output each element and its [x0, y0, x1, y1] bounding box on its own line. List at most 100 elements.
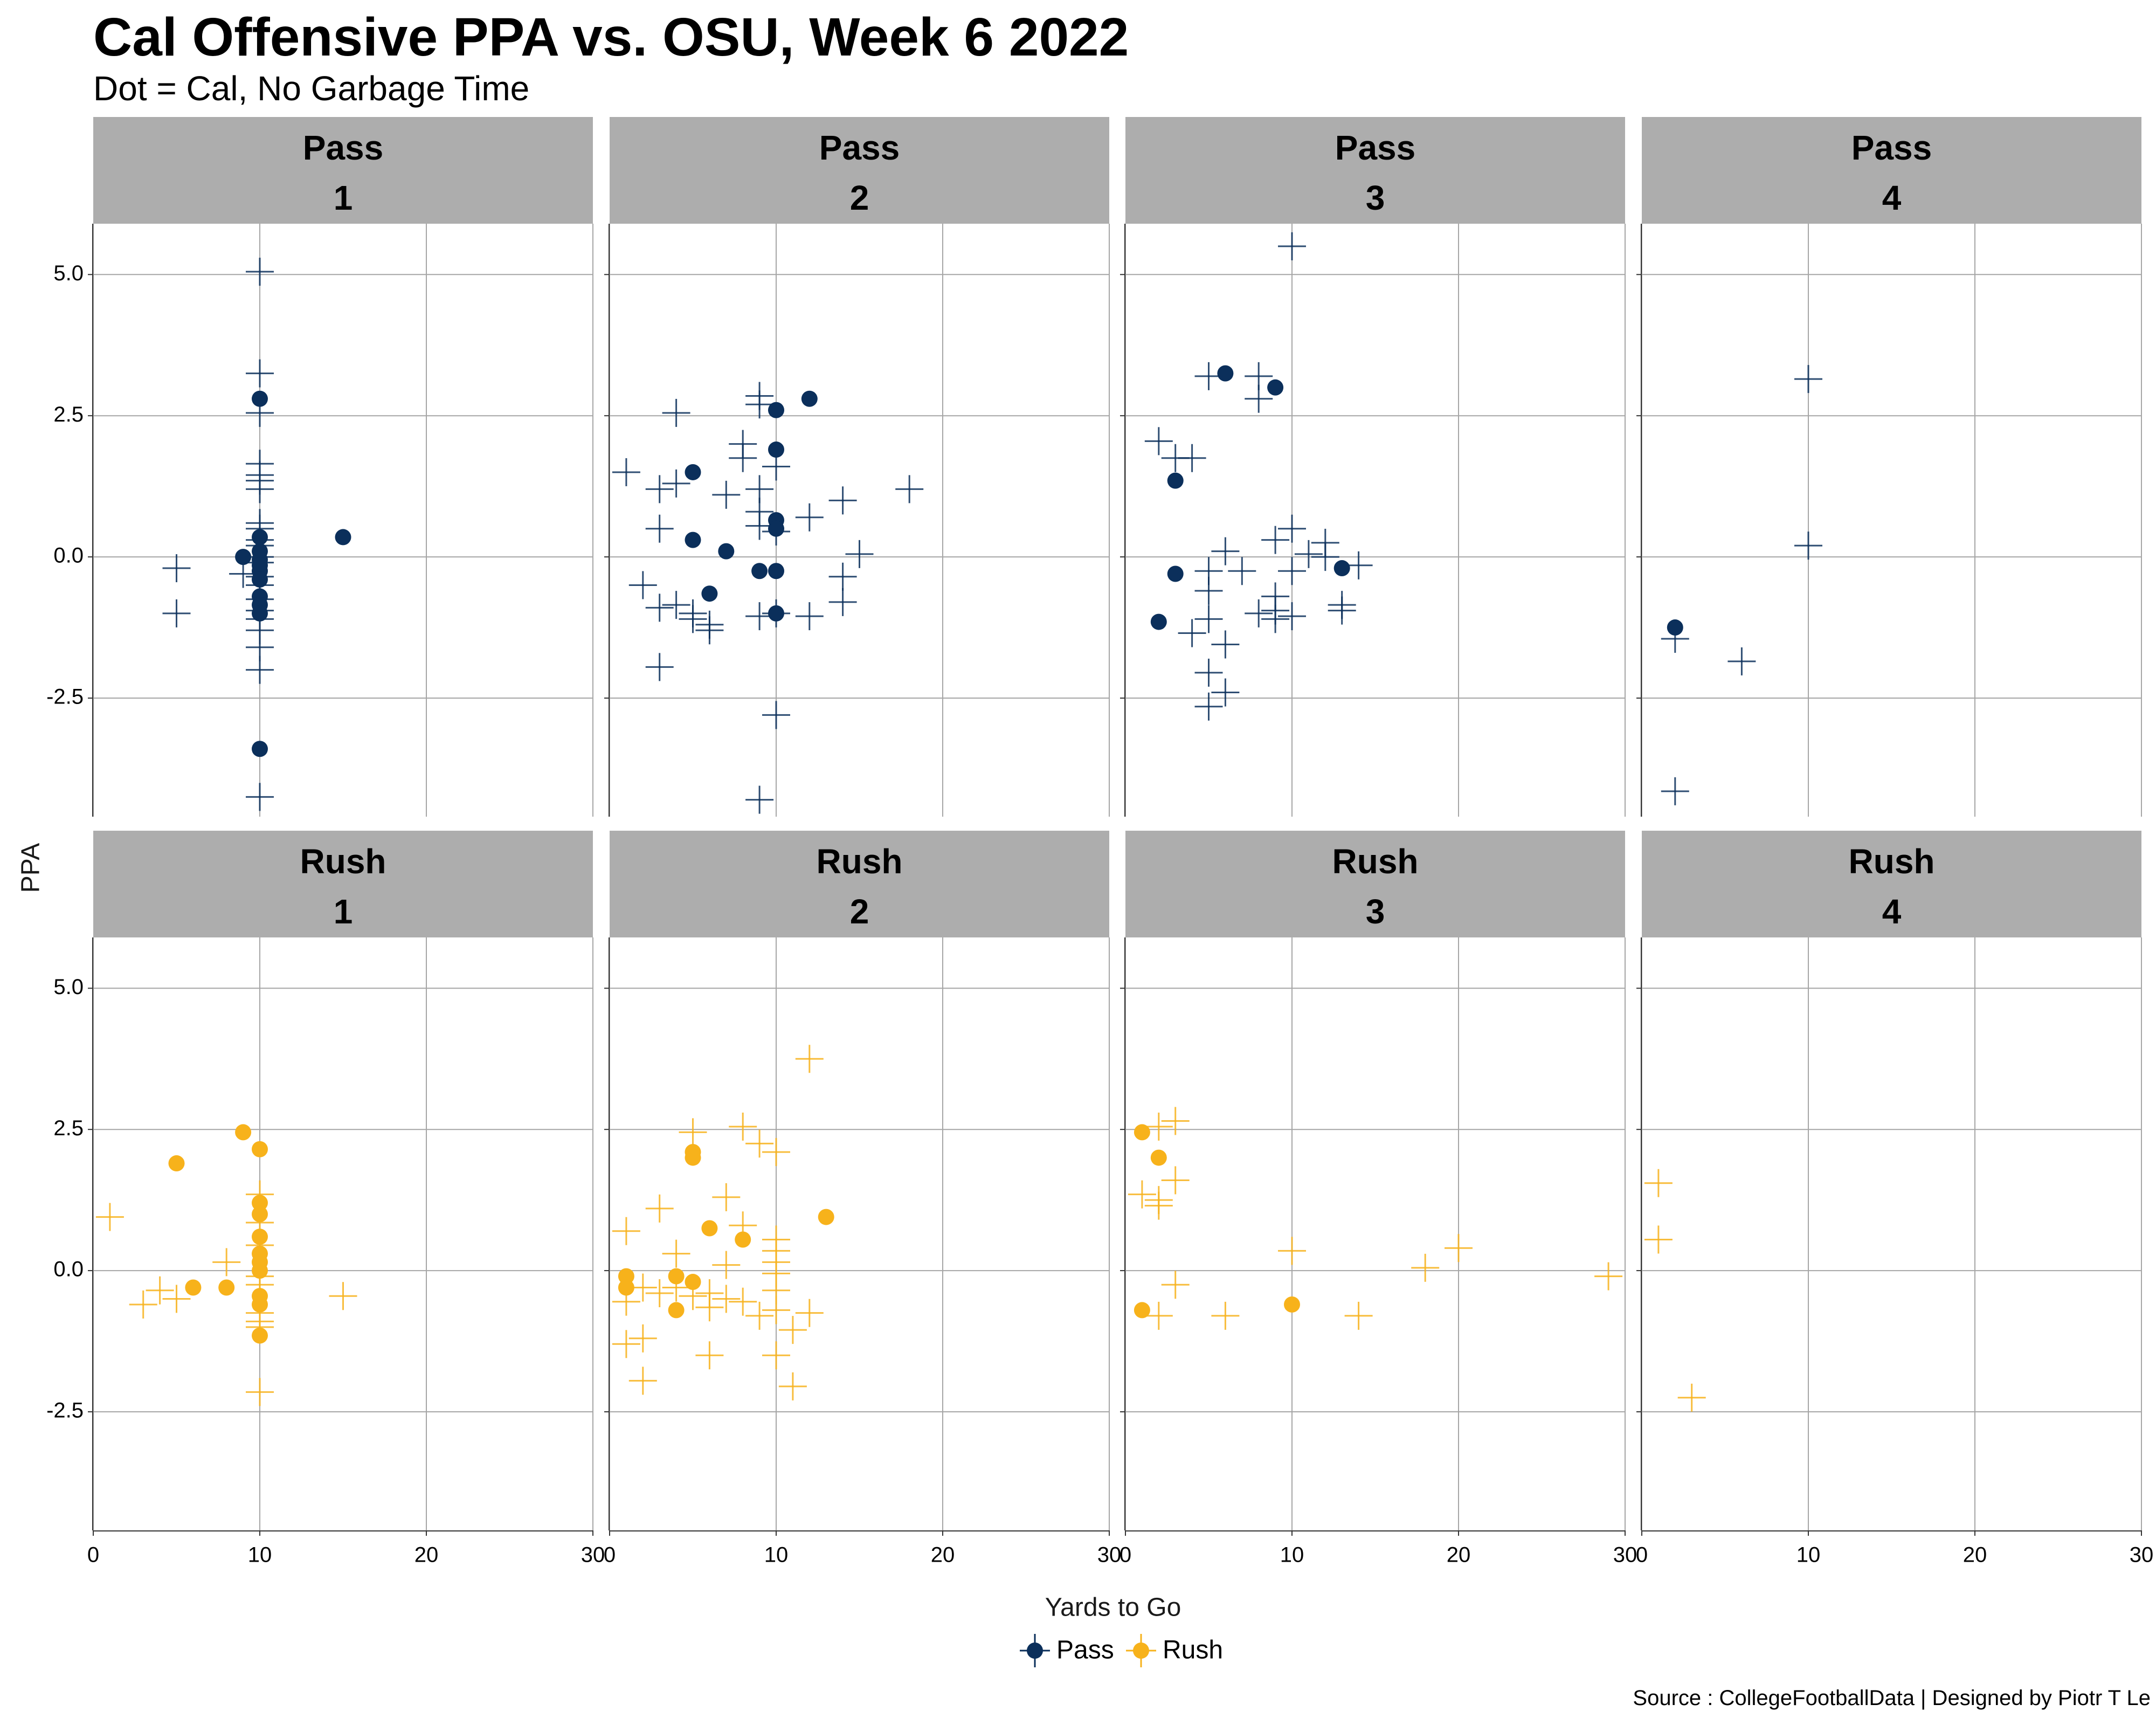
data-point-cross — [1278, 232, 1306, 260]
data-point-cross — [1278, 602, 1306, 631]
data-point-cross — [1161, 1166, 1190, 1195]
facet-strip-play-type: Pass — [1335, 128, 1415, 167]
data-point-cross — [1411, 1253, 1440, 1282]
data-point-cross — [745, 785, 774, 814]
data-point-cross — [645, 594, 674, 622]
data-point-dot — [818, 1209, 834, 1225]
x-tick-label: 30 — [581, 1543, 605, 1567]
data-point-cross — [1211, 1301, 1240, 1330]
data-point-cross — [1178, 444, 1206, 472]
data-point-dot — [735, 1231, 751, 1248]
data-point-dot — [768, 402, 784, 418]
data-point-dot — [252, 529, 268, 546]
data-point-dot — [768, 563, 784, 579]
data-point-cross — [246, 475, 274, 503]
y-tick-label: 2.5 — [53, 403, 84, 426]
data-point-cross — [645, 653, 674, 681]
facet-strip-play-type: Rush — [1332, 842, 1419, 881]
x-tick-label: 20 — [414, 1543, 439, 1567]
data-point-cross — [828, 486, 857, 515]
facet-panel-pass-2: Pass 2 — [604, 117, 1110, 817]
data-point-dot — [252, 1229, 268, 1245]
data-point-cross — [695, 1293, 724, 1322]
x-tick-label: 10 — [248, 1543, 272, 1567]
x-tick-label: 0 — [1120, 1543, 1131, 1567]
data-point-cross — [1278, 514, 1306, 543]
data-point-cross — [246, 258, 274, 286]
data-point-cross — [662, 398, 690, 427]
data-point-cross — [628, 1367, 657, 1395]
facet-strip — [610, 117, 1109, 224]
facet-strip-down: 4 — [1882, 178, 1902, 217]
data-point-cross — [1245, 384, 1273, 413]
data-point-cross — [1644, 1225, 1673, 1254]
x-tick-label: 20 — [931, 1543, 955, 1567]
facet-strip-play-type: Pass — [1851, 128, 1932, 167]
facet-strip — [1125, 117, 1625, 224]
data-point-dot — [1333, 560, 1350, 577]
data-point-cross — [795, 503, 824, 532]
data-point-cross — [778, 1372, 807, 1400]
facet-strip — [1125, 831, 1625, 937]
data-point-dot — [1167, 472, 1184, 489]
facet-strip-play-type: Rush — [300, 842, 386, 881]
data-point-cross — [778, 1316, 807, 1344]
data-point-dot — [701, 1220, 718, 1237]
data-point-cross — [679, 605, 707, 633]
facet-strip-down: 4 — [1882, 892, 1902, 931]
data-point-cross — [246, 656, 274, 684]
x-tick-label: 20 — [1447, 1543, 1471, 1567]
data-point-cross — [329, 1282, 357, 1310]
data-point-dot — [1217, 365, 1234, 382]
data-point-cross — [662, 469, 690, 498]
data-point-cross — [762, 1341, 790, 1370]
data-point-cross — [679, 1118, 707, 1147]
data-point-dot — [768, 441, 784, 458]
data-point-cross — [1211, 630, 1240, 659]
x-tick-label: 30 — [1097, 1543, 1122, 1567]
data-point-cross — [1228, 557, 1256, 585]
x-axis-title: Yards to Go — [1045, 1593, 1181, 1622]
data-point-dot — [618, 1279, 634, 1296]
data-point-cross — [162, 599, 191, 627]
data-point-cross — [1278, 557, 1306, 585]
data-point-cross — [1261, 605, 1290, 633]
y-tick-label: 5.0 — [53, 975, 84, 999]
data-point-cross — [1644, 1169, 1673, 1197]
x-tick-label: 10 — [764, 1543, 789, 1567]
data-point-dot — [218, 1279, 235, 1296]
data-point-cross — [628, 571, 657, 599]
y-tick-label: -2.5 — [46, 685, 84, 709]
data-point-cross — [645, 475, 674, 503]
data-point-cross — [1144, 427, 1173, 456]
data-point-cross — [712, 1285, 741, 1313]
facet-strip-down: 3 — [1366, 892, 1385, 931]
data-point-cross — [1311, 543, 1339, 571]
y-tick-label: 0.0 — [53, 1258, 84, 1281]
data-point-cross — [695, 616, 724, 645]
data-point-dot — [252, 390, 268, 407]
data-point-cross — [828, 588, 857, 616]
x-tick-label: 0 — [1636, 1543, 1648, 1567]
facet-strip-play-type: Pass — [819, 128, 900, 167]
y-tick-label: 2.5 — [53, 1116, 84, 1140]
data-point-cross — [1727, 647, 1756, 675]
data-point-cross — [1278, 1237, 1306, 1265]
data-point-cross — [212, 1248, 241, 1276]
data-point-dot — [685, 1274, 701, 1291]
data-point-cross — [795, 602, 824, 631]
data-point-cross — [662, 1239, 690, 1268]
data-point-dot — [252, 571, 268, 588]
panels-layer: Pass 1 5.0 2.5 0.0 -2.5 Pass 2 Pass 3 Pass 4 Rush 1 5.… — [46, 117, 2153, 1567]
facet-panel-pass-1: Pass 1 5.0 2.5 0.0 -2.5 — [46, 117, 593, 817]
y-tick-label: 0.0 — [53, 544, 84, 568]
data-point-cross — [745, 1129, 774, 1158]
data-point-dot — [768, 520, 784, 537]
data-point-cross — [1294, 540, 1323, 568]
data-point-dot — [668, 1268, 685, 1285]
data-point-dot — [252, 1296, 268, 1313]
facet-strip-play-type: Rush — [817, 842, 903, 881]
data-point-cross — [1128, 1180, 1156, 1209]
facet-strip — [1642, 831, 2141, 937]
data-point-cross — [895, 475, 924, 503]
